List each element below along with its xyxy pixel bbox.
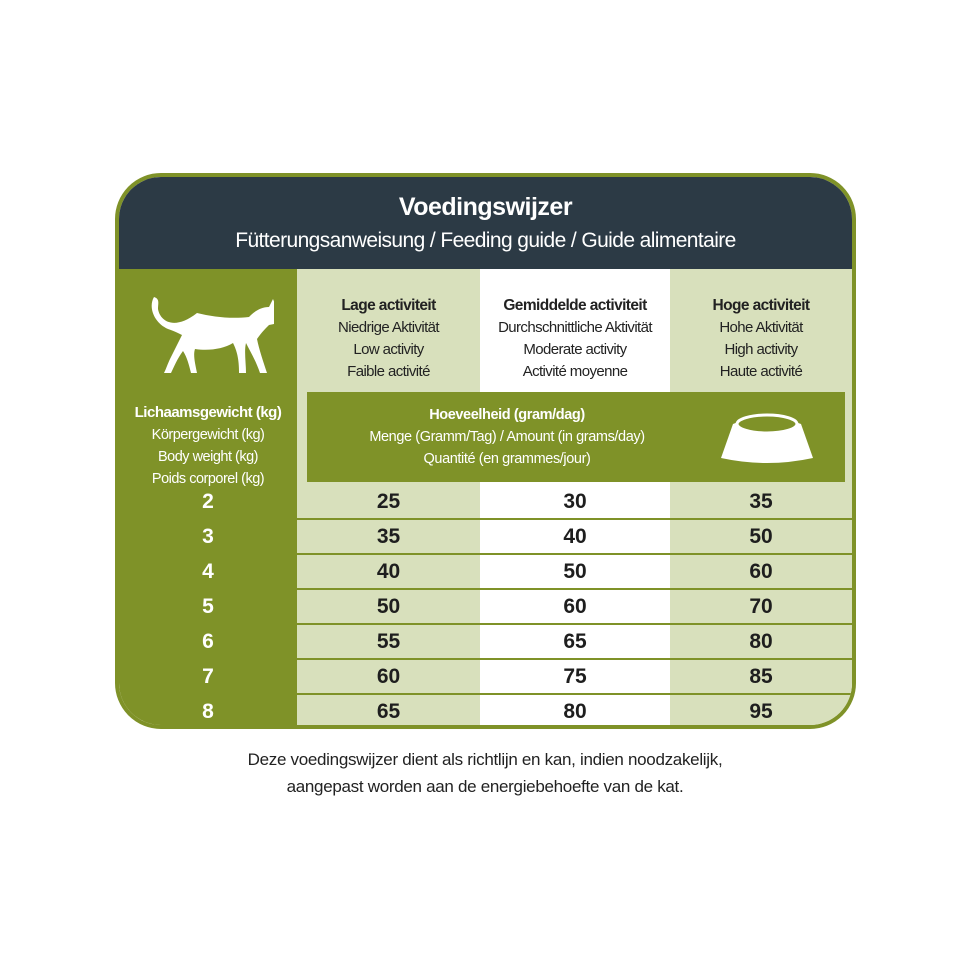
column-title: Gemiddelde activiteit: [503, 297, 647, 314]
header: Voedingswijzer Fütterungsanweisung / Fee…: [119, 177, 852, 269]
amount-label-fr: Quantité (en grammes/jour): [423, 451, 591, 467]
amount-label-de-en: Menge (Gramm/Tag) / Amount (in grams/day…: [369, 429, 645, 445]
footnote-line: Deze voedingswijzer dient als richtlijn …: [247, 750, 723, 769]
amount-cell-high: 95: [749, 700, 773, 723]
column-line: Faible activité: [347, 363, 430, 380]
amount-banner: Hoeveelheid (gram/dag) Menge (Gramm/Tag)…: [307, 392, 845, 482]
weight-label: Lichaamsgewicht (kg) Körpergewicht (kg) …: [119, 402, 297, 490]
weight-cell: 7: [202, 665, 214, 688]
table-row: 8 65 80 95: [119, 695, 852, 725]
weight-column: Lichaamsgewicht (kg) Körpergewicht (kg) …: [119, 269, 297, 725]
weight-cell: 6: [202, 630, 214, 653]
table-row: 6 55 65 80: [119, 625, 852, 660]
column-line: Low activity: [353, 341, 424, 358]
column-header: Hoge activiteit Hohe Aktivität High acti…: [670, 295, 852, 383]
feeding-guide-card: Voedingswijzer Fütterungsanweisung / Fee…: [115, 173, 856, 729]
amount-cell-high: 85: [670, 660, 852, 695]
column-line: Haute activité: [719, 363, 803, 380]
amount-label-nl: Hoeveelheid (gram/dag): [429, 407, 585, 423]
amount-cell-moderate: 80: [563, 700, 587, 723]
weight-cell: 8: [202, 700, 214, 723]
weight-label-nl: Lichaamsgewicht (kg): [134, 404, 282, 421]
table-row: 7 60 75 85: [119, 660, 852, 695]
column-header: Gemiddelde activiteit Durchschnittliche …: [480, 295, 670, 383]
table-row: 3 35 40 50: [119, 520, 852, 555]
weight-label-fr: Poids corporel (kg): [151, 471, 265, 487]
column-title: Hoge activiteit: [712, 297, 811, 314]
subtitle: Fütterungsanweisung / Feeding guide / Gu…: [235, 229, 736, 252]
footnote: Deze voedingswijzer dient als richtlijn …: [0, 746, 970, 800]
column-line: Activité moyenne: [522, 363, 628, 380]
amount-cell-low: 40: [297, 555, 480, 590]
column-header: Lage activiteit Niedrige Aktivität Low a…: [297, 295, 480, 383]
amount-cell-moderate: 50: [480, 555, 670, 590]
amount-cell-moderate: 65: [480, 625, 670, 660]
column-high-activity: Hoge activiteit Hohe Aktivität High acti…: [670, 269, 852, 725]
table-row: 4 40 50 60: [119, 555, 852, 590]
column-line: Durchschnittliche Aktivität: [498, 319, 652, 336]
amount-cell-high: 50: [670, 520, 852, 555]
amount-cell-high: 70: [670, 590, 852, 625]
column-low-activity: Lage activiteit Niedrige Aktivität Low a…: [297, 269, 480, 725]
bowl-icon: [721, 413, 813, 463]
title: Voedingswijzer: [398, 193, 573, 221]
amount-cell-low: 25: [297, 485, 480, 520]
amount-cell-low: 55: [297, 625, 480, 660]
table-row: 5 50 60 70: [119, 590, 852, 625]
column-line: Moderate activity: [523, 341, 627, 358]
column-moderate-activity: Gemiddelde activiteit Durchschnittliche …: [480, 269, 670, 725]
footnote-line: aangepast worden aan de energiebehoefte …: [286, 777, 684, 796]
weight-cell: 3: [202, 525, 214, 548]
amount-cell-moderate: 40: [480, 520, 670, 555]
amount-cell-moderate: 75: [480, 660, 670, 695]
weight-cell: 4: [202, 560, 214, 583]
amount-cell-low: 35: [297, 520, 480, 555]
amount-cell-moderate: 60: [480, 590, 670, 625]
column-line: Niedrige Aktivität: [338, 319, 440, 336]
feeding-table: 2 25 30 35 3 35 40 50 4 40 50 60 5 50 60 70 6 55 65 80 7 60 75…: [119, 485, 852, 725]
column-title: Lage activiteit: [341, 297, 436, 314]
column-line: Hohe Aktivität: [719, 319, 803, 336]
cat-icon: [151, 297, 274, 373]
amount-cell-moderate: 30: [480, 485, 670, 520]
amount-cell-low: 60: [297, 660, 480, 695]
amount-cell-high: 80: [670, 625, 852, 660]
weight-label-en: Body weight (kg): [158, 449, 259, 465]
amount-cell-low: 65: [376, 700, 401, 723]
weight-cell: 5: [202, 595, 214, 618]
amount-cell-high: 60: [670, 555, 852, 590]
weight-cell: 2: [202, 490, 214, 513]
table-row: 2 25 30 35: [119, 485, 852, 520]
amount-cell-high: 35: [670, 485, 852, 520]
column-line: High activity: [724, 341, 798, 358]
amount-label: Hoeveelheid (gram/dag) Menge (Gramm/Tag)…: [307, 404, 707, 470]
amount-cell-low: 50: [297, 590, 480, 625]
weight-label-de: Körpergewicht (kg): [151, 427, 265, 443]
